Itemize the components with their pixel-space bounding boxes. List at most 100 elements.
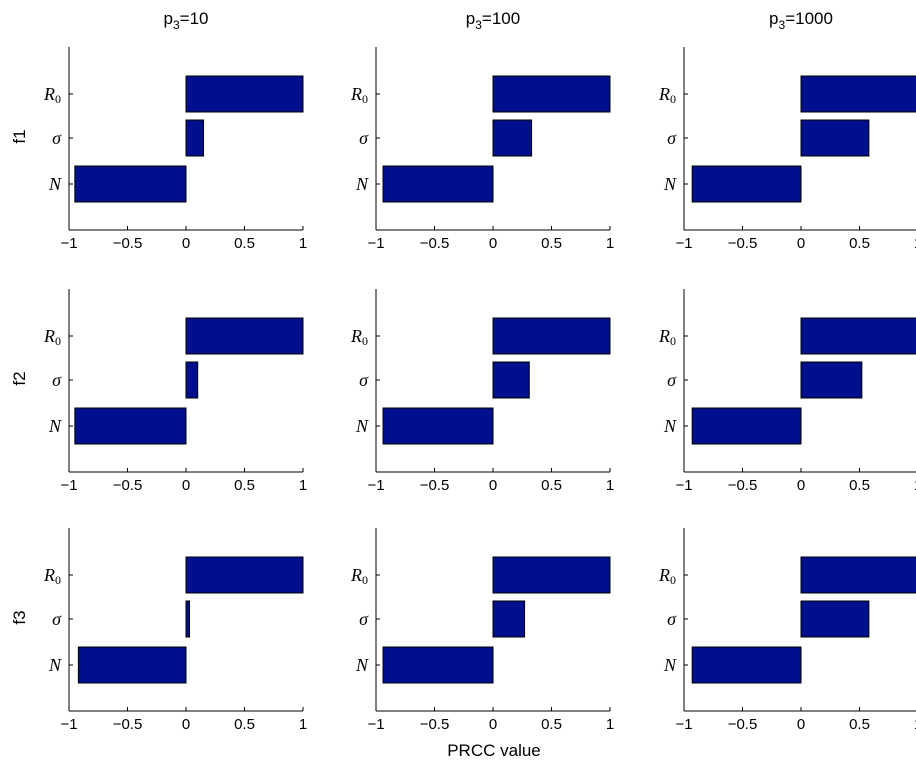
x-tick-label: 0.5 xyxy=(234,235,255,252)
y-tick-label: σ xyxy=(359,370,369,390)
panel: −1 −0.5 0 0.5 1 R0 σ N xyxy=(43,289,307,494)
x-tick-label: −1 xyxy=(367,235,384,252)
x-tick-label: 0.5 xyxy=(541,235,562,252)
y-tick-label: N xyxy=(48,174,62,194)
x-tick-label: −1 xyxy=(60,235,77,252)
panel: −1 −0.5 0 0.5 1 R0 σ N xyxy=(658,289,916,494)
bar xyxy=(691,646,802,684)
bar xyxy=(185,361,199,399)
bar xyxy=(800,556,916,594)
y-tick-label: R0 xyxy=(350,565,368,587)
bar xyxy=(492,119,533,157)
x-tick-label: 1 xyxy=(914,477,916,494)
panel: −1 −0.5 0 0.5 1 R0 σ N xyxy=(350,528,614,733)
bar xyxy=(185,317,304,355)
y-tick-label: R0 xyxy=(350,84,368,106)
x-tick-label: −0.5 xyxy=(113,477,143,494)
bar xyxy=(382,646,494,684)
y-tick-label: R0 xyxy=(658,326,676,348)
x-tick-label: 1 xyxy=(299,235,307,252)
y-tick-label: R0 xyxy=(43,326,61,348)
x-tick-label: −1 xyxy=(675,235,692,252)
bar xyxy=(74,165,187,203)
bar xyxy=(492,75,611,113)
x-tick-label: −1 xyxy=(367,477,384,494)
bar xyxy=(185,600,191,638)
y-tick-label: σ xyxy=(667,609,677,629)
x-tick-label: 1 xyxy=(299,477,307,494)
bar xyxy=(74,407,187,445)
y-tick-label: N xyxy=(663,174,677,194)
panel: −1 −0.5 0 0.5 1 R0 σ N xyxy=(43,528,307,733)
x-tick-label: 1 xyxy=(914,235,916,252)
panel: −1 −0.5 0 0.5 1 R0 σ N xyxy=(658,528,916,733)
bar xyxy=(492,361,530,399)
x-tick-label: −0.5 xyxy=(728,477,758,494)
x-tick-label: 0.5 xyxy=(234,477,255,494)
x-tick-label: −1 xyxy=(675,716,692,733)
panel: −1 −0.5 0 0.5 1 R0 σ N xyxy=(350,289,614,494)
y-tick-label: σ xyxy=(667,370,677,390)
panel: −1 −0.5 0 0.5 1 R0 σ N xyxy=(43,47,307,252)
y-tick-label: R0 xyxy=(43,565,61,587)
x-tick-label: 0 xyxy=(182,477,190,494)
y-tick-label: σ xyxy=(667,128,677,148)
x-tick-label: 0.5 xyxy=(541,716,562,733)
panel: −1 −0.5 0 0.5 1 R0 σ N xyxy=(350,47,614,252)
y-tick-label: σ xyxy=(52,128,62,148)
bar xyxy=(800,75,916,113)
x-tick-label: 0 xyxy=(797,235,805,252)
y-tick-label: N xyxy=(355,655,369,675)
x-tick-label: 0.5 xyxy=(849,716,870,733)
y-tick-label: N xyxy=(48,416,62,436)
y-tick-label: N xyxy=(663,416,677,436)
x-tick-label: −0.5 xyxy=(728,235,758,252)
bar xyxy=(800,317,916,355)
bar xyxy=(691,407,802,445)
panel: −1 −0.5 0 0.5 1 R0 σ N xyxy=(658,47,916,252)
y-tick-label: σ xyxy=(52,609,62,629)
x-axis-label: PRCC value xyxy=(447,741,541,760)
x-tick-label: −1 xyxy=(60,716,77,733)
x-tick-label: −0.5 xyxy=(113,716,143,733)
x-tick-label: 0 xyxy=(797,716,805,733)
bar xyxy=(492,317,611,355)
x-tick-label: 0 xyxy=(182,716,190,733)
column-title: p3=100 xyxy=(466,9,520,32)
bar xyxy=(185,556,304,594)
x-tick-label: −1 xyxy=(367,716,384,733)
bar xyxy=(800,119,870,157)
y-tick-label: N xyxy=(355,416,369,436)
bar xyxy=(492,556,611,594)
x-tick-label: 0 xyxy=(489,716,497,733)
x-tick-label: −0.5 xyxy=(728,716,758,733)
x-tick-label: −0.5 xyxy=(420,716,450,733)
bar xyxy=(185,75,304,113)
x-tick-label: 0.5 xyxy=(234,716,255,733)
y-tick-label: R0 xyxy=(658,565,676,587)
column-title: p3=10 xyxy=(164,9,209,32)
bar xyxy=(185,119,205,157)
bar xyxy=(77,646,187,684)
y-tick-label: σ xyxy=(359,128,369,148)
x-tick-label: −0.5 xyxy=(113,235,143,252)
bar xyxy=(382,165,494,203)
column-title: p3=1000 xyxy=(769,9,833,32)
x-tick-label: 0 xyxy=(182,235,190,252)
x-tick-label: −1 xyxy=(675,477,692,494)
x-tick-label: −0.5 xyxy=(420,477,450,494)
x-tick-label: 0.5 xyxy=(541,477,562,494)
x-tick-label: 0 xyxy=(797,477,805,494)
y-tick-label: R0 xyxy=(43,84,61,106)
x-tick-label: 1 xyxy=(299,716,307,733)
x-tick-label: −0.5 xyxy=(420,235,450,252)
row-label: f2 xyxy=(10,371,29,385)
x-tick-label: 0 xyxy=(489,235,497,252)
y-tick-label: σ xyxy=(52,370,62,390)
x-tick-label: −1 xyxy=(60,477,77,494)
bar xyxy=(382,407,494,445)
x-tick-label: 1 xyxy=(914,716,916,733)
x-tick-label: 1 xyxy=(606,716,614,733)
